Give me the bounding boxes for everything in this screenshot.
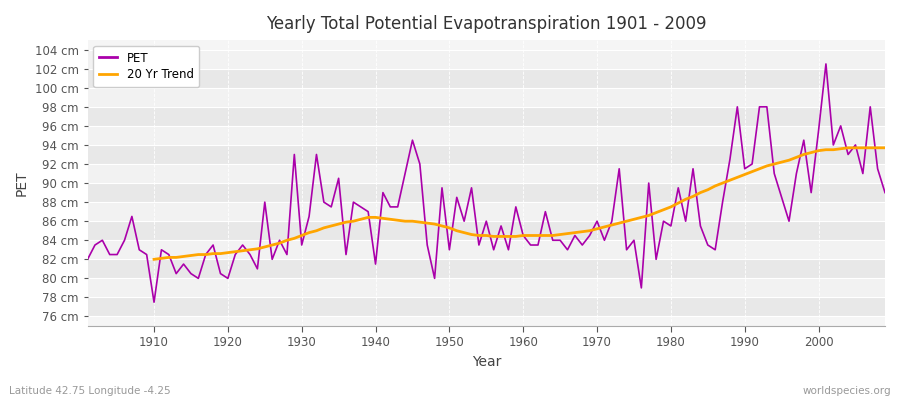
PET [526,243,536,248]
Bar [87,164,885,183]
Y-axis label: PET: PET [15,170,29,196]
Text: worldspecies.org: worldspecies.org [803,386,891,396]
Bar [87,221,885,240]
Line: PET: PET [87,64,885,302]
PET [141,252,152,257]
PET [82,257,93,262]
Legend: PET, 20 Yr Trend: PET, 20 Yr Trend [94,46,200,87]
X-axis label: Year: Year [472,355,501,369]
Bar [87,107,885,126]
20 Yr Trend [289,236,300,241]
PET [614,166,625,171]
20 Yr Trend [842,146,853,150]
PET [518,233,528,238]
Line: 20 Yr Trend: 20 Yr Trend [154,148,885,259]
Bar [87,88,885,107]
Bar [87,126,885,145]
Bar [87,50,885,69]
Bar [87,240,885,259]
PET [148,300,159,305]
Bar [87,183,885,202]
PET [311,152,322,157]
Bar [87,259,885,278]
20 Yr Trend [584,228,595,233]
Bar [87,202,885,221]
PET [356,204,366,209]
Bar [87,298,885,316]
20 Yr Trend [879,146,890,150]
20 Yr Trend [821,147,832,152]
Title: Yearly Total Potential Evapotranspiration 1901 - 2009: Yearly Total Potential Evapotranspiratio… [266,15,706,33]
Bar [87,145,885,164]
Bar [87,278,885,298]
20 Yr Trend [526,233,536,238]
Text: Latitude 42.75 Longitude -4.25: Latitude 42.75 Longitude -4.25 [9,386,171,396]
20 Yr Trend [148,257,159,262]
PET [821,62,832,66]
20 Yr Trend [319,226,329,230]
PET [879,190,890,195]
20 Yr Trend [850,146,861,150]
Bar [87,69,885,88]
